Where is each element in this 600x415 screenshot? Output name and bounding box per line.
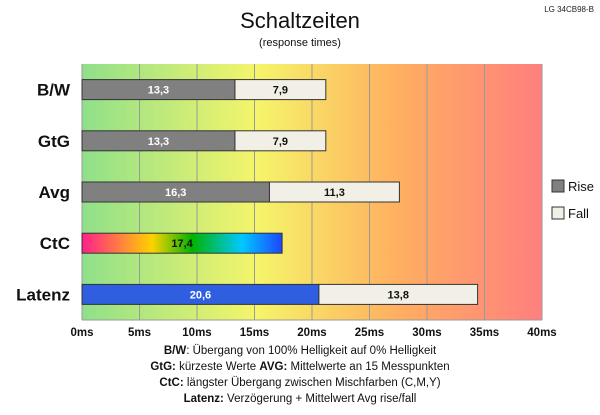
bar-fall <box>268 181 400 203</box>
data-labels: 13,3 7,9 13,3 7,9 16,3 11,3 17,4 20,6 13,8 <box>148 85 409 302</box>
legend-label-fall: Fall <box>568 206 589 221</box>
data-label: 7,9 <box>273 85 288 97</box>
bar-fall <box>234 79 327 101</box>
x-tick-label: 20ms <box>297 327 326 339</box>
data-label: 13,3 <box>148 136 169 148</box>
chart-title: Schaltzeiten <box>240 8 360 33</box>
bar-ctc <box>81 232 283 254</box>
data-label: 13,8 <box>388 289 409 301</box>
data-label: 11,3 <box>324 187 345 199</box>
x-tick-label: 25ms <box>355 327 384 339</box>
footnote-line: CtC: längster Übergang zwischen Mischfar… <box>159 377 440 389</box>
x-axis-ticks: 0ms 5ms 10ms 15ms 20ms 25ms 30ms 35ms 40ms <box>70 327 556 339</box>
x-tick-label: 30ms <box>412 327 441 339</box>
data-label: 17,4 <box>171 238 193 250</box>
footnote-line: B/W: Übergang von 100% Helligkeit auf 0%… <box>164 345 437 357</box>
category-label: B/W <box>37 81 71 100</box>
legend-label-rise: Rise <box>568 179 594 194</box>
bar-fall <box>234 130 327 152</box>
data-label: 16,3 <box>165 187 186 199</box>
footnote-line: GtG: kürzeste Werte AVG: Mittelwerte an … <box>150 361 449 373</box>
bars <box>81 79 479 305</box>
category-label: CtC <box>40 234 70 253</box>
legend: Rise Fall <box>551 179 594 221</box>
x-tick-label: 5ms <box>128 327 151 339</box>
category-labels: B/W GtG Avg CtC Latenz <box>16 81 71 305</box>
x-tick-label: 0ms <box>70 327 93 339</box>
footnotes: B/W: Übergang von 100% Helligkeit auf 0%… <box>150 345 449 405</box>
category-label: Latenz <box>16 285 70 304</box>
monitor-model-label: LG 34CB98-B <box>544 5 594 14</box>
footnote-line: Latenz: Verzögerung + Mittelwert Avg ris… <box>184 393 417 405</box>
legend-swatch-rise <box>551 179 565 193</box>
data-label: 13,3 <box>148 85 169 97</box>
bar-fall <box>318 283 479 305</box>
category-label: Avg <box>39 183 71 202</box>
x-tick-label: 15ms <box>240 327 269 339</box>
legend-swatch-fall <box>551 206 565 220</box>
data-label: 20,6 <box>190 289 211 301</box>
x-tick-label: 35ms <box>470 327 499 339</box>
category-label: GtG <box>38 132 70 151</box>
x-tick-label: 40ms <box>527 327 556 339</box>
x-tick-label: 10ms <box>182 327 211 339</box>
chart-subtitle: (response times) <box>259 37 341 49</box>
data-label: 7,9 <box>273 136 288 148</box>
